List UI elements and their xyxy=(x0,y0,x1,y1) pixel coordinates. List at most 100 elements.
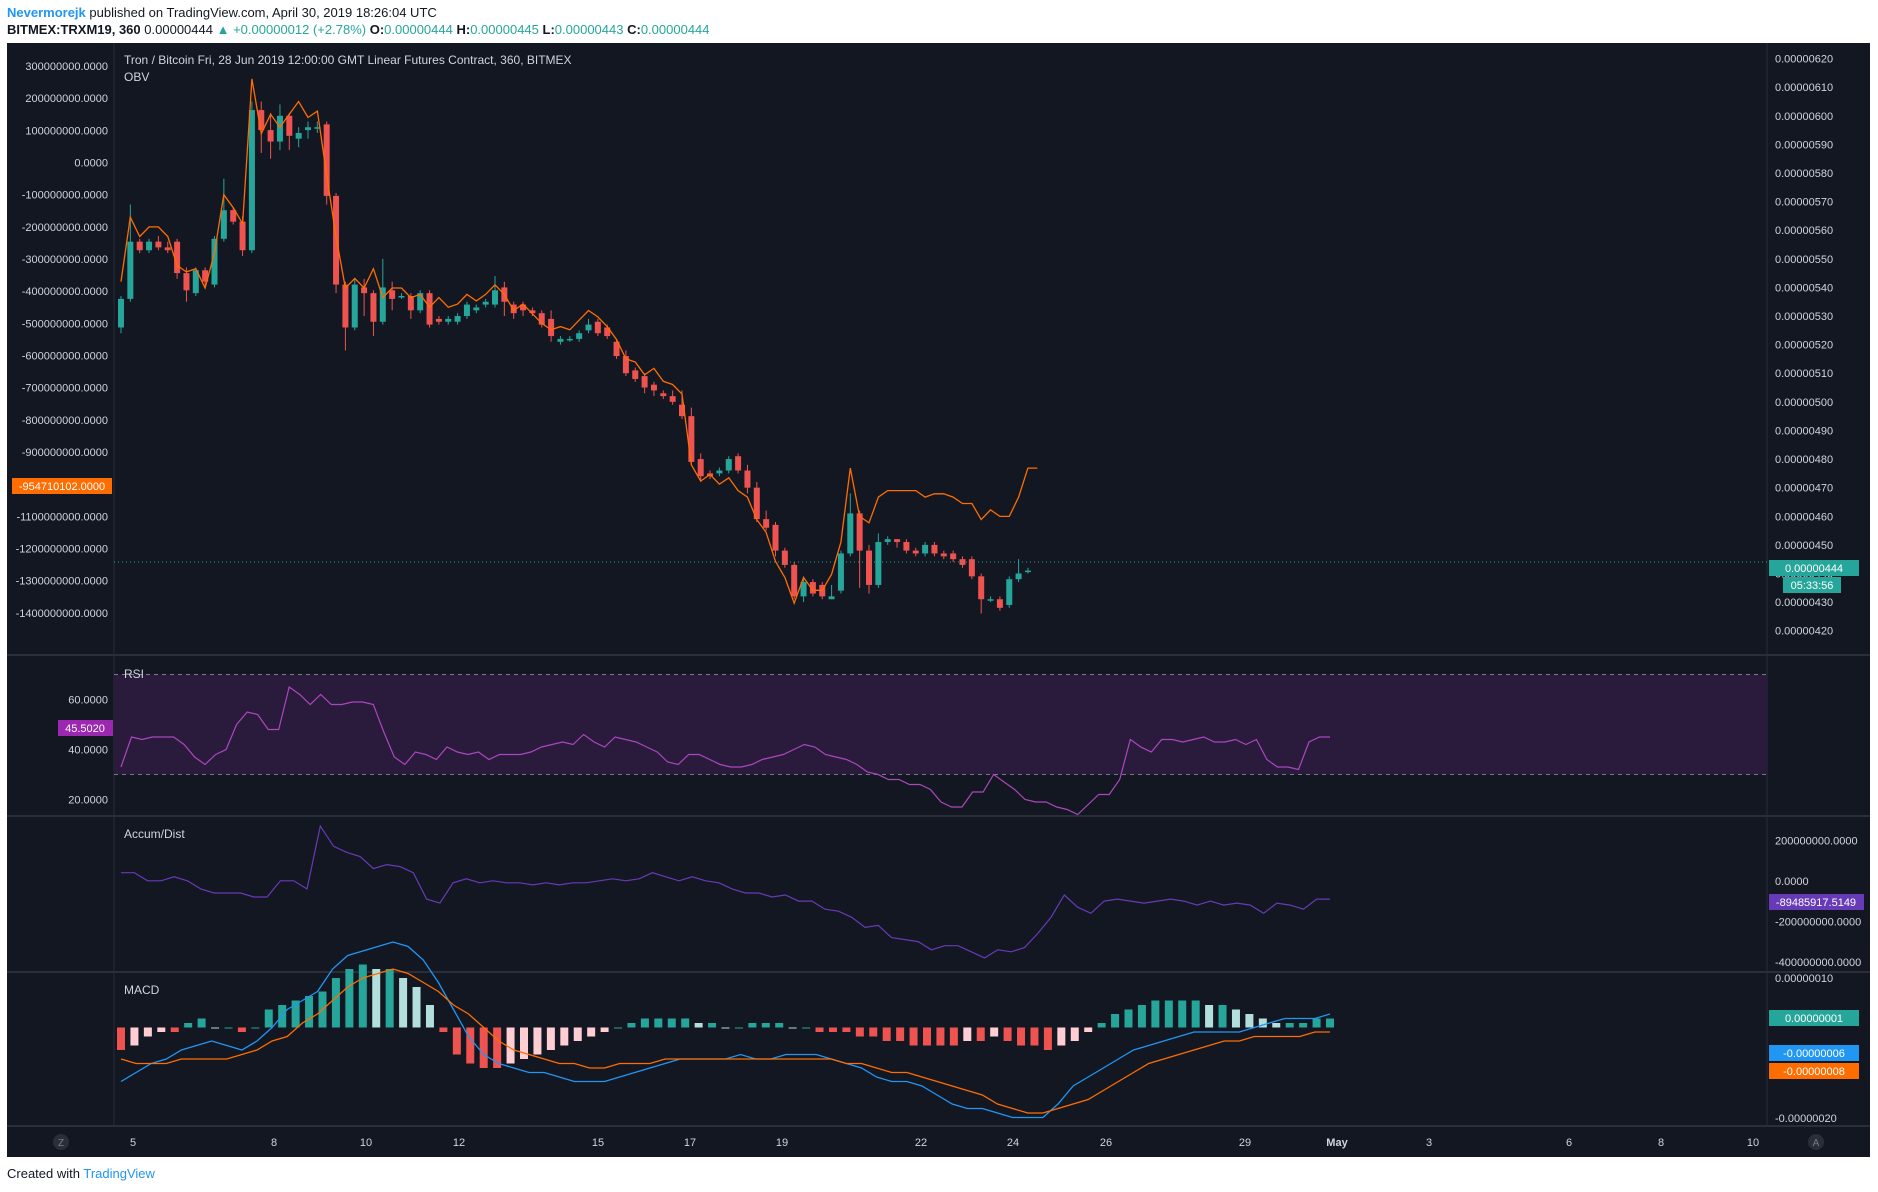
time-tick-label: May xyxy=(1326,1137,1348,1149)
macd-histogram-bar xyxy=(264,1009,273,1028)
created-with-text: Created with xyxy=(7,1166,80,1181)
candle-body xyxy=(903,542,910,551)
macd-histogram-bar xyxy=(533,1027,542,1055)
ad-line xyxy=(121,824,1330,959)
obv-line xyxy=(120,78,1038,606)
open-label: O: xyxy=(369,22,385,37)
time-tick-label: 19 xyxy=(776,1137,788,1149)
high-value: 0.00000445 xyxy=(470,22,539,37)
macd-histogram-bar xyxy=(1164,1000,1173,1028)
author-link[interactable]: Nevermorejk xyxy=(7,5,86,20)
macd-histogram-bar xyxy=(560,1027,569,1046)
time-tick-label: 10 xyxy=(1747,1137,1759,1149)
macd-histogram-bar xyxy=(506,1027,515,1064)
ad-tick-label: 0.0000 xyxy=(1775,876,1809,888)
ad-tick-label: 200000000.0000 xyxy=(1775,835,1858,847)
candle-body xyxy=(800,582,807,597)
candle-body xyxy=(286,115,293,136)
signal-badge: -0.00000008 xyxy=(1783,1066,1845,1078)
macd-histogram-bar xyxy=(1043,1027,1052,1050)
macd-hist-badge-bg xyxy=(1769,1010,1859,1026)
candle-body xyxy=(146,241,153,251)
candle-body xyxy=(585,324,592,331)
footer: Created with TradingView xyxy=(7,1166,155,1181)
macd-histogram-bar xyxy=(345,969,354,1028)
macd-histogram-bar xyxy=(291,1000,300,1028)
macd-histogram-bar xyxy=(896,1027,905,1041)
price-tick-label: 0.00000470 xyxy=(1775,483,1833,495)
auto-scale-button-icon[interactable] xyxy=(1808,1134,1824,1150)
candle-body xyxy=(716,470,723,474)
macd-histogram-bar xyxy=(600,1027,609,1032)
obv-tick-label: 300000000.0000 xyxy=(25,61,108,73)
macd-histogram-bar xyxy=(963,1027,972,1041)
zoom-button-icon[interactable] xyxy=(53,1134,69,1150)
time-tick-label: 10 xyxy=(360,1137,372,1149)
candle-body xyxy=(118,298,124,328)
obv-tick-label: 200000000.0000 xyxy=(25,93,108,105)
time-tick-label: 29 xyxy=(1239,1137,1251,1149)
candle-body xyxy=(174,241,181,274)
time-tick-label: 12 xyxy=(453,1137,465,1149)
obv-tick-label: -500000000.0000 xyxy=(22,318,108,330)
macd-histogram-bar xyxy=(1312,1018,1321,1028)
rsi-tick-label: 40.0000 xyxy=(68,745,108,757)
obv-tick-label: -1300000000.0000 xyxy=(16,576,108,588)
candle-body xyxy=(267,130,274,142)
macd-histogram-bar xyxy=(842,1027,851,1032)
macd-histogram-bar xyxy=(1097,1023,1106,1028)
candle-body xyxy=(912,550,919,554)
macd-histogram-bar xyxy=(170,1027,179,1032)
obv-tick-label: -1400000000.0000 xyxy=(16,608,108,620)
macd-histogram-bar xyxy=(1299,1023,1308,1028)
candle-body xyxy=(389,290,396,299)
macd-histogram-bar xyxy=(466,1027,475,1064)
rsi-tick-label: 60.0000 xyxy=(68,695,108,707)
candle-body xyxy=(323,124,330,196)
obv-tick-label: 0.0000 xyxy=(74,158,108,170)
candle-body xyxy=(837,553,844,591)
macd-histogram-bar xyxy=(412,987,421,1028)
macd-histogram-bar xyxy=(237,1027,246,1032)
price-tick-label: 0.00000510 xyxy=(1775,368,1833,380)
macd-histogram-bar xyxy=(923,1027,931,1046)
obv-tick-label: 100000000.0000 xyxy=(25,125,108,137)
candle-body xyxy=(660,393,667,397)
macd-histogram-bar xyxy=(1151,1000,1160,1028)
macd-histogram-bar xyxy=(1003,1027,1012,1041)
macd-histogram-bar xyxy=(654,1018,663,1028)
price-badge: 0.00000444 xyxy=(1785,563,1843,575)
signal-line xyxy=(120,968,1330,1114)
macd-histogram-bar xyxy=(399,978,408,1028)
obv-tick-label: -900000000.0000 xyxy=(22,447,108,459)
macd-histogram-bar xyxy=(1017,1027,1026,1046)
macd-histogram-bar xyxy=(358,964,367,1028)
macd-histogram-bar xyxy=(721,1027,730,1029)
macd-histogram-bar xyxy=(157,1027,166,1032)
macd-histogram-bar xyxy=(211,1027,220,1029)
time-tick-label: 8 xyxy=(1658,1137,1664,1149)
rsi-badge-bg xyxy=(58,720,113,736)
macd-histogram-bar xyxy=(869,1027,878,1037)
price-tick-label: 0.00000540 xyxy=(1775,282,1833,294)
obv-badge-bg xyxy=(12,478,112,494)
macd-histogram-bar xyxy=(1258,1018,1267,1028)
change-arrow-icon: ▲ xyxy=(216,22,230,37)
candle-body xyxy=(136,241,143,251)
macd-histogram-bar xyxy=(694,1023,703,1028)
macd-histogram-bar xyxy=(1285,1023,1294,1028)
published-text: published on TradingView.com, April 30, … xyxy=(89,5,437,20)
price-tick-label: 0.00000460 xyxy=(1775,511,1833,523)
tradingview-brand[interactable]: TradingView xyxy=(83,1166,155,1181)
macd-histogram-bar xyxy=(439,1027,448,1032)
macd-tick-label: -0.00000020 xyxy=(1775,1113,1837,1125)
candle-body xyxy=(566,338,573,341)
macd-histogram-bar xyxy=(775,1023,784,1028)
candle-body xyxy=(669,396,676,402)
candle-body xyxy=(407,296,414,311)
candle-body xyxy=(230,210,237,222)
price-tick-label: 0.00000530 xyxy=(1775,311,1833,323)
candle-body xyxy=(632,370,639,379)
macd-histogram-bar xyxy=(493,1027,502,1068)
